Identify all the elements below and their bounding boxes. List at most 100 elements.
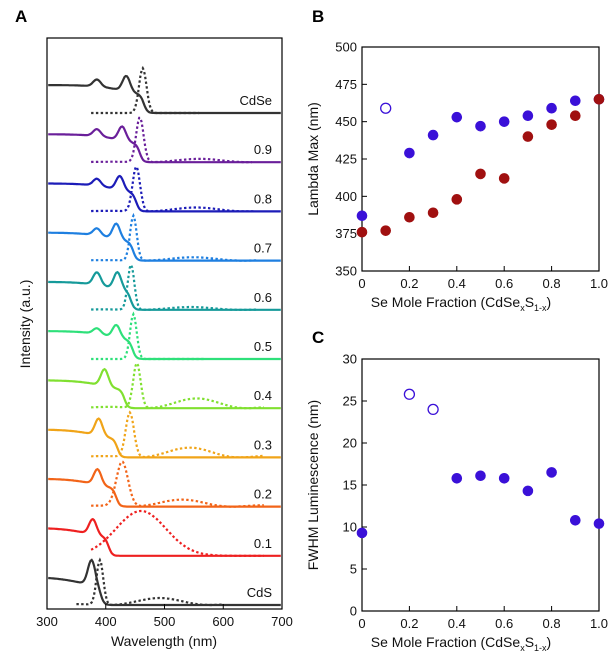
- panel-b-frame: [361, 46, 600, 272]
- panel-c-x-tick-label: 0.4: [448, 616, 466, 631]
- panel-c-data-point: [593, 518, 605, 529]
- panel-c-y-tick-label: 15: [343, 478, 357, 493]
- panel-c-x-tick-label: 0.8: [543, 616, 561, 631]
- panel-c-y-tick-label: 0: [350, 604, 357, 619]
- panel-c-y-tick-label: 5: [350, 562, 357, 577]
- panel-c-y-tick-label: 30: [343, 352, 357, 367]
- panel-c-data-point: [522, 485, 534, 497]
- panel-b-data-point: [427, 207, 439, 219]
- panel-c-x-tick-label: 0.2: [400, 616, 418, 631]
- panel-c-x-tick-label: 0: [358, 616, 365, 631]
- panel-a-y-axis-label: Intensity (a.u.): [17, 280, 33, 369]
- panel-a-x-tick-label: 700: [271, 614, 293, 629]
- panel-b-points: [356, 93, 605, 238]
- panel-b-x-tick-label: 1.0: [590, 276, 608, 291]
- panel-a-x-tick-label: 500: [154, 614, 176, 629]
- panel-b-data-point: [593, 93, 605, 105]
- panel-b-data-point: [522, 110, 534, 121]
- panel-c-data-point: [498, 472, 510, 484]
- panel-b-data-point: [569, 95, 581, 107]
- panel-b-x-tick-label: 0: [358, 276, 365, 291]
- panel-a-x-tick-label: 600: [212, 614, 234, 629]
- panel-b-y-tick-label: 400: [335, 189, 357, 204]
- panel-b-data-point: [356, 226, 368, 238]
- panel-c-data-point: [546, 467, 557, 478]
- photoluminescence-curve: [90, 509, 264, 557]
- panel-b-x-tick-label: 0.6: [495, 276, 513, 291]
- panel-a-x-ticks: 300 400 500 600 700: [36, 604, 293, 629]
- panel-c-y-tick-label: 20: [343, 436, 357, 451]
- panel-b-data-point: [404, 211, 415, 223]
- panel-c-data-point: [475, 470, 486, 482]
- panel-a-x-axis-label: Wavelength (nm): [111, 633, 217, 649]
- panel-a-x-tick-label: 300: [36, 614, 58, 629]
- panel-b-y-tick-label: 350: [335, 264, 357, 279]
- panel-b-data-point: [451, 194, 463, 205]
- panel-c-y-axis-label: FWHM Luminescence (nm): [305, 400, 321, 570]
- panel-a-frame: [46, 37, 283, 610]
- photoluminescence-curve: [91, 65, 200, 115]
- panel-c-ticks: 0 0.2 0.4 0.6 0.8 1.0 0 5 10 15 20 25 30: [343, 352, 609, 632]
- absorbance-curve: [48, 467, 281, 508]
- photoluminescence-curve: [91, 410, 264, 459]
- panel-b-data-point: [475, 168, 486, 180]
- panel-c-x-axis-label: Se Mole Fraction (CdSexS1-x): [371, 634, 551, 653]
- panel-c-data-point: [356, 527, 368, 539]
- curve-label: 0.6: [254, 290, 272, 305]
- photoluminescence-curve: [76, 557, 224, 607]
- panel-b-x-axis-label: Se Mole Fraction (CdSexS1-x): [371, 294, 551, 313]
- absorbance-curve: [48, 517, 281, 557]
- panel-b-y-axis-label: Lambda Max (nm): [305, 102, 321, 216]
- absorbance-curve: [48, 174, 281, 213]
- curve-label: 0.9: [254, 142, 272, 157]
- panel-a: A CdSe 0.9 0.8 0.7 0.6 0.5 0.4 0.3 0.2 0.1 CdS 300…: [15, 7, 293, 649]
- photoluminescence-curve: [91, 460, 264, 508]
- panel-b-data-point: [427, 129, 439, 141]
- panel-c-points: [356, 388, 605, 539]
- curve-label: 0.4: [254, 388, 272, 403]
- absorbance-curve: [48, 222, 281, 262]
- panel-b-y-tick-label: 450: [335, 114, 357, 129]
- curve-label: CdSe: [239, 93, 272, 108]
- panel-c-y-tick-label: 25: [343, 394, 357, 409]
- absorbance-curve: [48, 270, 281, 311]
- panel-b-x-tick-label: 0.2: [400, 276, 418, 291]
- panel-b-x-tick-label: 0.4: [448, 276, 466, 291]
- panel-c-y-tick-label: 10: [343, 520, 357, 535]
- panel-b-data-point: [380, 225, 392, 236]
- panel-a-curves: CdSe 0.9 0.8 0.7 0.6 0.5 0.4 0.3 0.2 0.1 CdS: [48, 65, 281, 607]
- panel-c-frame: [361, 358, 600, 612]
- curve-label: 0.8: [254, 191, 272, 206]
- panel-b-y-tick-label: 475: [335, 77, 357, 92]
- panel-b-y-tick-label: 425: [335, 152, 357, 167]
- panel-letter-b: B: [312, 7, 324, 26]
- panel-b-open-point: [380, 102, 392, 114]
- curve-label: 0.1: [254, 536, 272, 551]
- panel-b-data-point: [356, 210, 368, 222]
- absorbance-curve: [48, 323, 281, 361]
- panel-letter-c: C: [312, 328, 324, 347]
- curve-label: CdS: [247, 585, 273, 600]
- curve-label: 0.5: [254, 339, 272, 354]
- absorbance-curve: [48, 125, 281, 164]
- panel-b-data-point: [451, 111, 463, 123]
- panel-b-data-point: [498, 173, 510, 184]
- panel-a-x-tick-label: 400: [95, 614, 117, 629]
- curve-label: 0.7: [254, 241, 272, 256]
- panel-b-data-point: [546, 119, 557, 130]
- curve-label: 0.2: [254, 487, 272, 502]
- photoluminescence-curve: [91, 360, 264, 410]
- photoluminescence-curve: [91, 311, 205, 361]
- absorbance-curve: [48, 367, 281, 410]
- photoluminescence-curve: [91, 262, 258, 311]
- panel-b-data-point: [522, 131, 534, 142]
- panel-b-x-tick-label: 0.8: [543, 276, 561, 291]
- panel-c: C 0 0.2 0.4 0.6 0.8 1.0 0 5 10 15 20 25 30 Se Mole F…: [305, 328, 608, 653]
- panel-b-y-tick-label: 375: [335, 226, 357, 241]
- panel-c-open-point: [403, 388, 416, 400]
- photoluminescence-curve: [91, 212, 258, 262]
- panel-c-open-point: [427, 403, 439, 416]
- panel-b: B 0 0.2 0.4 0.6 0.8 1.0350375400425450475500 …: [305, 7, 608, 313]
- panel-b-data-point: [498, 116, 510, 127]
